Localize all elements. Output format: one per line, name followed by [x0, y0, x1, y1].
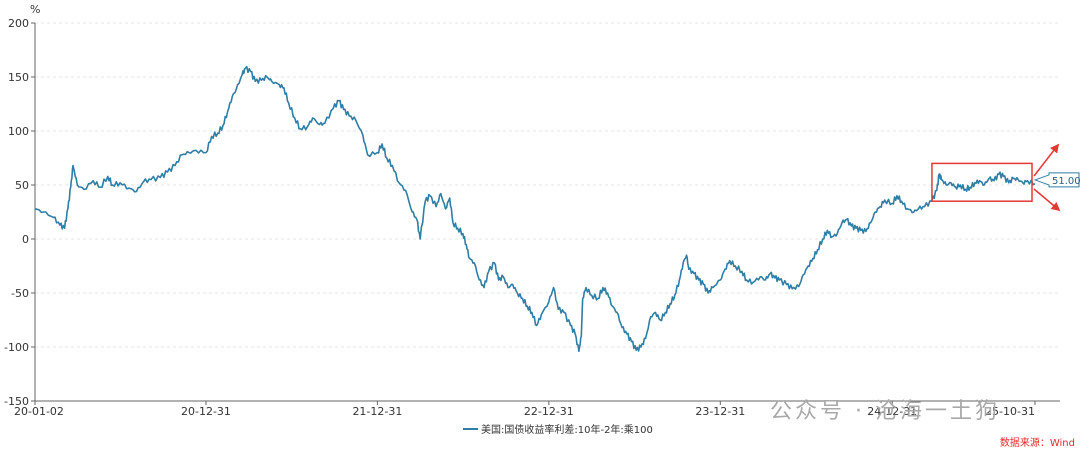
x-tick-label: 23-12-31 — [695, 405, 745, 418]
down-arrow-annotation — [1033, 188, 1061, 212]
data-source: 数据来源：Wind — [1000, 436, 1075, 449]
x-tick-label: 20-12-31 — [181, 405, 231, 418]
y-tick-label: -150 — [4, 395, 29, 408]
highlight-box — [931, 162, 1033, 202]
watermark: 公众号 · 沧海一土狗 — [770, 399, 1000, 424]
y-tick-label: 150 — [8, 71, 29, 84]
y-tick-label: -100 — [4, 341, 29, 354]
y-tick-label: 50 — [15, 179, 29, 192]
y-tick-label: 200 — [8, 17, 29, 30]
callout-shape — [1033, 172, 1080, 188]
series-layer — [34, 65, 1036, 353]
callout-value: 51.00 — [1052, 176, 1080, 187]
y-tick-label: -50 — [11, 287, 29, 300]
y-axis-ticks: 200 150 100 50 0 -50 -100 -150 — [4, 17, 35, 408]
x-tick-label: 21-12-31 — [352, 405, 402, 418]
series-line — [34, 65, 1036, 353]
legend: 美国:国债收益率利差:10年-2年:乘100 — [463, 423, 653, 436]
end-value-callout: 51.00 — [1033, 172, 1080, 188]
y-tick-label: 0 — [22, 233, 29, 246]
x-tick-label: 22-12-31 — [524, 405, 574, 418]
x-tick-label: 20-01-02 — [14, 405, 64, 418]
x-tick-label: 24-12-31 — [867, 405, 917, 418]
x-axis-ticks: 20-01-02 20-12-31 21-12-31 22-12-31 23-12-31… — [14, 401, 1036, 418]
x-tick-label: 25-10-31 — [985, 405, 1035, 418]
legend-label: 美国:国债收益率利差:10年-2年:乘100 — [481, 423, 653, 436]
grid-lines — [35, 22, 1060, 348]
y-unit-label: % — [30, 3, 40, 16]
up-arrow-annotation — [1033, 143, 1060, 177]
y-tick-label: 100 — [8, 125, 29, 138]
